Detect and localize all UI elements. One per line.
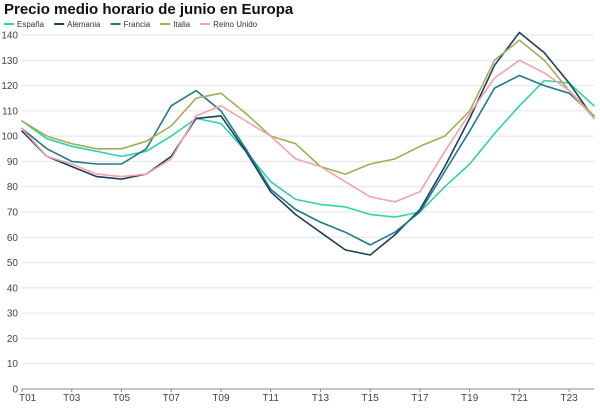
x-tick-label: T17 (411, 393, 429, 404)
legend-item: Francia (110, 20, 151, 29)
x-tick-label: T05 (113, 393, 131, 404)
y-tick-label: 120 (1, 81, 18, 92)
y-tick-label: 40 (7, 283, 19, 294)
legend-item: Alemania (54, 20, 101, 29)
x-tick-label: T01 (19, 393, 37, 404)
y-tick-label: 70 (7, 208, 19, 219)
x-tick-label: T03 (63, 393, 81, 404)
grid-lines (22, 34, 594, 390)
y-tick-label: 50 (7, 258, 19, 269)
x-axis: T01 T03 T05 T07 T09 T11 T13 T15 T17 T19 T21 T23 (19, 389, 578, 404)
y-tick-label: 80 (7, 182, 19, 193)
legend-label: España (17, 20, 45, 29)
x-tick-label: T23 (561, 393, 579, 404)
series-line-0 (21, 79, 595, 218)
series-line-4 (21, 59, 595, 203)
legend-item: Italia (160, 20, 191, 29)
legend-label: Francia (124, 20, 151, 29)
x-tick-label: T15 (362, 393, 380, 404)
legend-label: Reino Unido (213, 20, 258, 29)
series-line-1 (21, 31, 595, 256)
legend-item: España (4, 20, 45, 29)
series-line-3 (21, 39, 595, 175)
y-tick-label: 10 (7, 359, 19, 370)
series-line-2 (21, 74, 595, 246)
y-tick-label: 110 (2, 106, 18, 117)
x-tick-label: T21 (511, 393, 529, 404)
series-lines (21, 31, 595, 256)
y-tick-label: 130 (1, 56, 18, 67)
legend: España Alemania Francia Italia Reino Unido (4, 20, 258, 29)
x-tick-label: T07 (163, 393, 181, 404)
x-tick-label: T11 (262, 393, 279, 404)
y-tick-label: 20 (7, 334, 19, 345)
y-tick-label: 60 (7, 233, 19, 244)
y-tick-label: 0 (12, 385, 18, 396)
y-tick-label: 90 (7, 157, 19, 168)
x-tick-label: T19 (461, 393, 479, 404)
y-tick-label: 140 (1, 31, 18, 42)
legend-item: Reino Unido (200, 20, 258, 29)
y-axis: 0 10 20 30 40 50 60 70 80 90 100 110 120 130 140 (1, 31, 18, 396)
y-tick-label: 30 (7, 309, 19, 320)
chart-title: Precio medio horario de junio en Europa (4, 1, 294, 18)
legend-label: Italia (173, 20, 190, 29)
y-tick-label: 100 (1, 132, 18, 143)
legend-label: Alemania (67, 20, 101, 29)
x-tick-label: T09 (212, 393, 230, 404)
x-tick-label: T13 (312, 393, 330, 404)
